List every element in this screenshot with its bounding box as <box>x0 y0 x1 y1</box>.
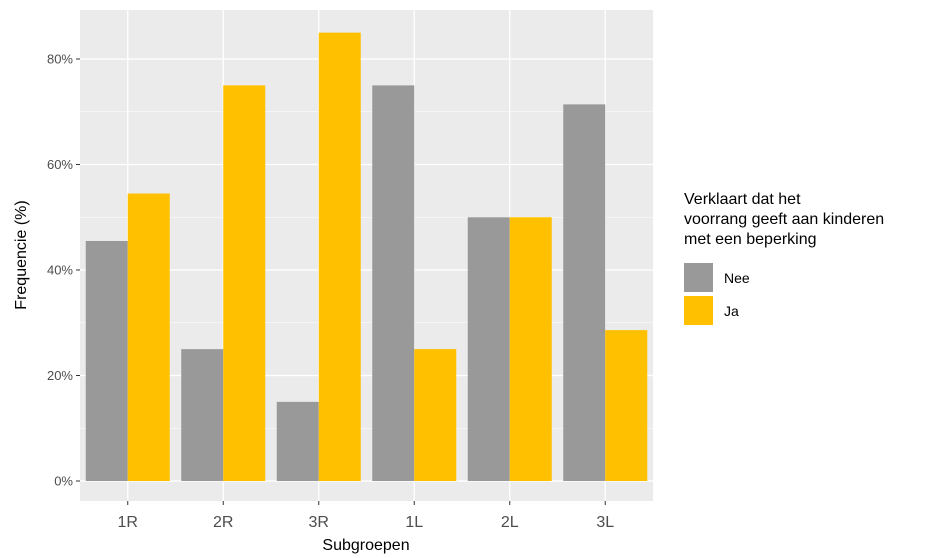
x-tick-label: 1L <box>405 514 423 531</box>
bar-ja-1r <box>127 193 170 481</box>
x-tick-label: 2L <box>501 514 519 531</box>
y-tick-label: 60% <box>47 157 73 172</box>
bar-ja-1l <box>414 349 457 481</box>
y-tick-label: 20% <box>47 368 73 383</box>
plot-panel <box>80 10 653 501</box>
legend-title-line-2: voorrang geeft aan kinderen <box>684 211 884 228</box>
x-tick-label: 3R <box>309 514 329 531</box>
y-axis-title: Frequencie (%) <box>13 200 30 309</box>
x-tick-label: 3L <box>596 514 614 531</box>
x-tick-label: 1R <box>118 514 138 531</box>
legend: Verklaart dat het voorrang geeft aan kin… <box>684 191 884 325</box>
y-axis: 0% 20% 40% 60% 80% <box>47 52 80 489</box>
legend-key-nee <box>684 263 713 292</box>
y-tick-label: 80% <box>47 52 73 67</box>
bar-nee-3l <box>563 104 606 482</box>
x-axis-title: Subgroepen <box>322 537 409 554</box>
x-axis: 1R 2R 3R 1L 2L 3L <box>118 501 614 531</box>
y-tick-label: 40% <box>47 263 73 278</box>
bar-nee-1r <box>85 240 128 481</box>
bar-ja-3r <box>318 32 361 481</box>
bar-ja-2l <box>509 217 552 481</box>
bar-ja-2r <box>223 85 266 481</box>
x-tick-label: 2R <box>213 514 233 531</box>
legend-title-line-1: Verklaart dat het <box>684 191 801 208</box>
bar-nee-2r <box>181 349 224 481</box>
legend-label-nee: Nee <box>724 270 750 286</box>
bars <box>85 32 648 482</box>
bar-ja-3l <box>605 330 648 481</box>
bar-nee-3r <box>276 401 319 481</box>
bar-nee-1l <box>372 85 415 481</box>
legend-label-ja: Ja <box>724 303 739 319</box>
bar-nee-2l <box>467 217 510 481</box>
y-tick-label: 0% <box>54 474 73 489</box>
legend-title-line-3: met een beperking <box>684 231 817 248</box>
legend-key-ja <box>684 296 713 325</box>
